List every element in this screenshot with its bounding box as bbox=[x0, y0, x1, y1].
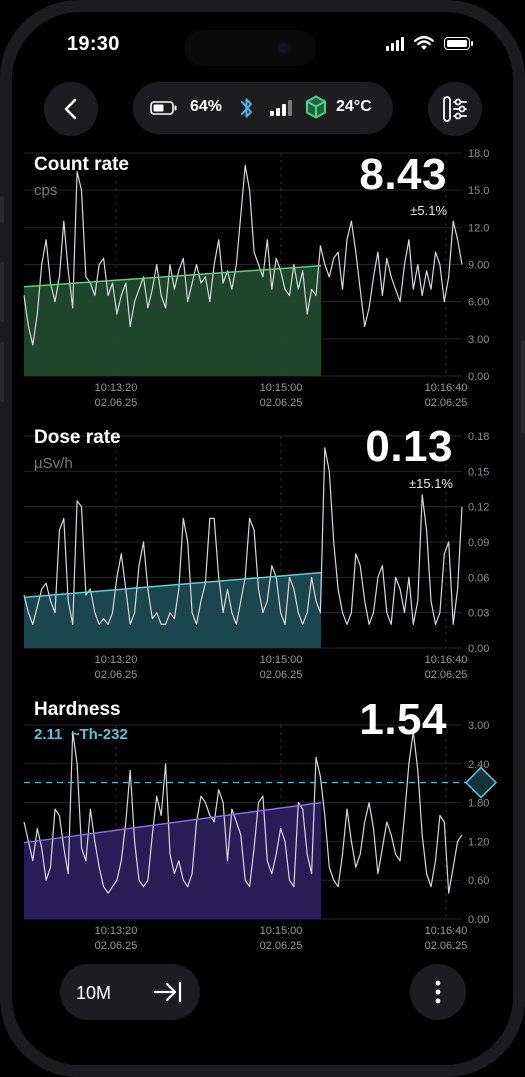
dose-rate-value: 0.13 bbox=[365, 422, 453, 471]
temperature-reading: 24°C bbox=[336, 98, 372, 115]
chart-settings-button[interactable] bbox=[428, 82, 482, 136]
status-time: 19:30 bbox=[67, 33, 120, 55]
status-bar: 19:30 bbox=[0, 0, 525, 66]
volume-up-button bbox=[0, 262, 4, 322]
dose-rate-title: Dose rate bbox=[34, 427, 121, 448]
jump-to-end-icon bbox=[153, 981, 182, 1003]
dose-rate-error: ±15.1% bbox=[409, 476, 453, 491]
hardness-title: Hardness bbox=[34, 699, 121, 720]
count-rate-error: ±5.1% bbox=[410, 203, 447, 218]
battery-icon bbox=[150, 101, 177, 115]
count-rate-title: Count rate bbox=[34, 154, 129, 175]
back-arrow-icon bbox=[64, 98, 77, 120]
more-vertical-icon bbox=[435, 980, 441, 1004]
cube-icon bbox=[306, 95, 326, 119]
hardness-value: 1.54 bbox=[359, 695, 447, 744]
time-range-label: 10M bbox=[76, 983, 112, 1003]
status-battery-icon bbox=[444, 37, 473, 50]
cellular-signal-icon bbox=[386, 36, 404, 51]
bluetooth-icon bbox=[241, 98, 252, 118]
isotope-label: ~Th-232 bbox=[70, 726, 128, 743]
count-rate-unit: cps bbox=[34, 182, 58, 199]
time-range-button[interactable]: 10M bbox=[60, 964, 200, 1020]
wifi-icon bbox=[414, 36, 434, 50]
count-rate-value: 8.43 bbox=[359, 150, 447, 199]
back-button[interactable] bbox=[44, 82, 98, 136]
sliders-icon bbox=[443, 96, 467, 122]
mute-switch bbox=[0, 196, 4, 224]
more-options-button[interactable] bbox=[410, 964, 466, 1020]
battery-percent: 64% bbox=[190, 98, 223, 115]
hardness-marker-value: 2.11 bbox=[34, 726, 63, 743]
device-status-pill[interactable]: 64% 24°C bbox=[133, 82, 393, 134]
signal-bars-icon bbox=[270, 100, 292, 116]
dose-rate-unit: µSv/h bbox=[34, 455, 73, 472]
volume-down-button bbox=[0, 342, 4, 402]
camera-icon bbox=[275, 40, 291, 56]
dynamic-island bbox=[184, 30, 316, 66]
power-button bbox=[521, 340, 525, 434]
status-icons bbox=[386, 36, 473, 51]
hardness-subtitle: 2.11 ~Th-232 bbox=[34, 726, 128, 743]
